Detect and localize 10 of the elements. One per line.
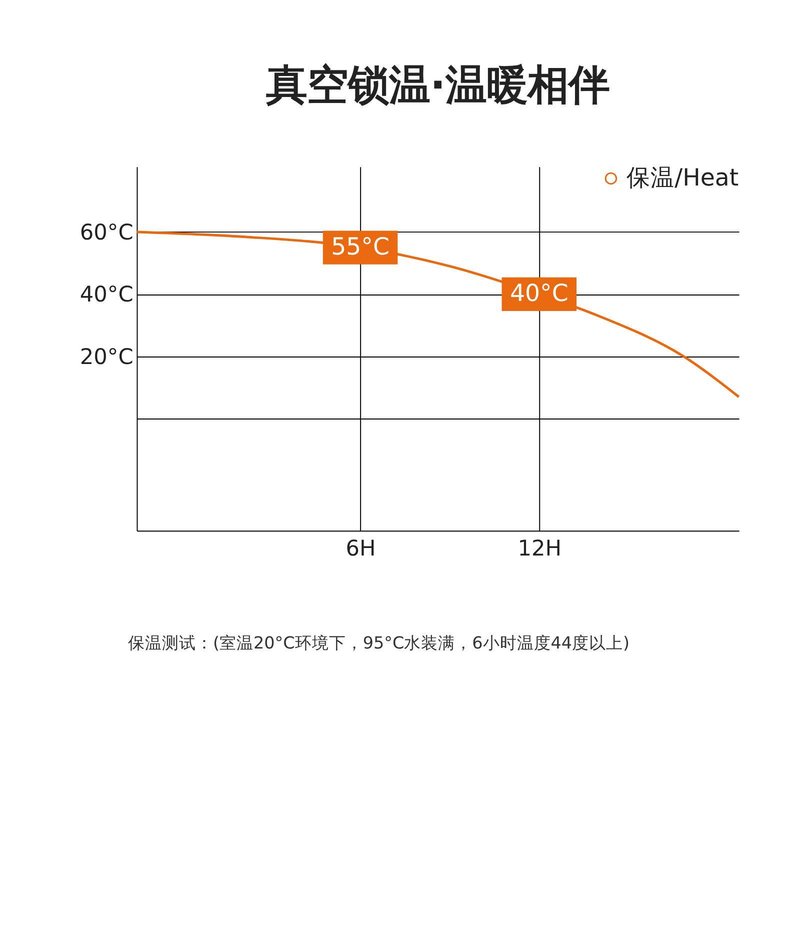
text: 保温测试：(室温20°C环境下，95°C水装满，6小时温度44度以上) xyxy=(128,632,630,653)
y-tick-label: 40°C xyxy=(80,282,134,308)
y-tick-label: 60°C xyxy=(80,220,134,246)
annotation: 40°C xyxy=(510,279,568,308)
chart-title: 真空锁温·温暖相伴 xyxy=(264,60,610,109)
x-tick-label: 12H xyxy=(518,536,562,562)
y-tick-label: 20°C xyxy=(80,344,134,370)
x-tick-label: 6H xyxy=(346,536,376,562)
legend-label: 保温/Heat xyxy=(626,163,739,192)
annotation: 55°C xyxy=(331,232,390,260)
